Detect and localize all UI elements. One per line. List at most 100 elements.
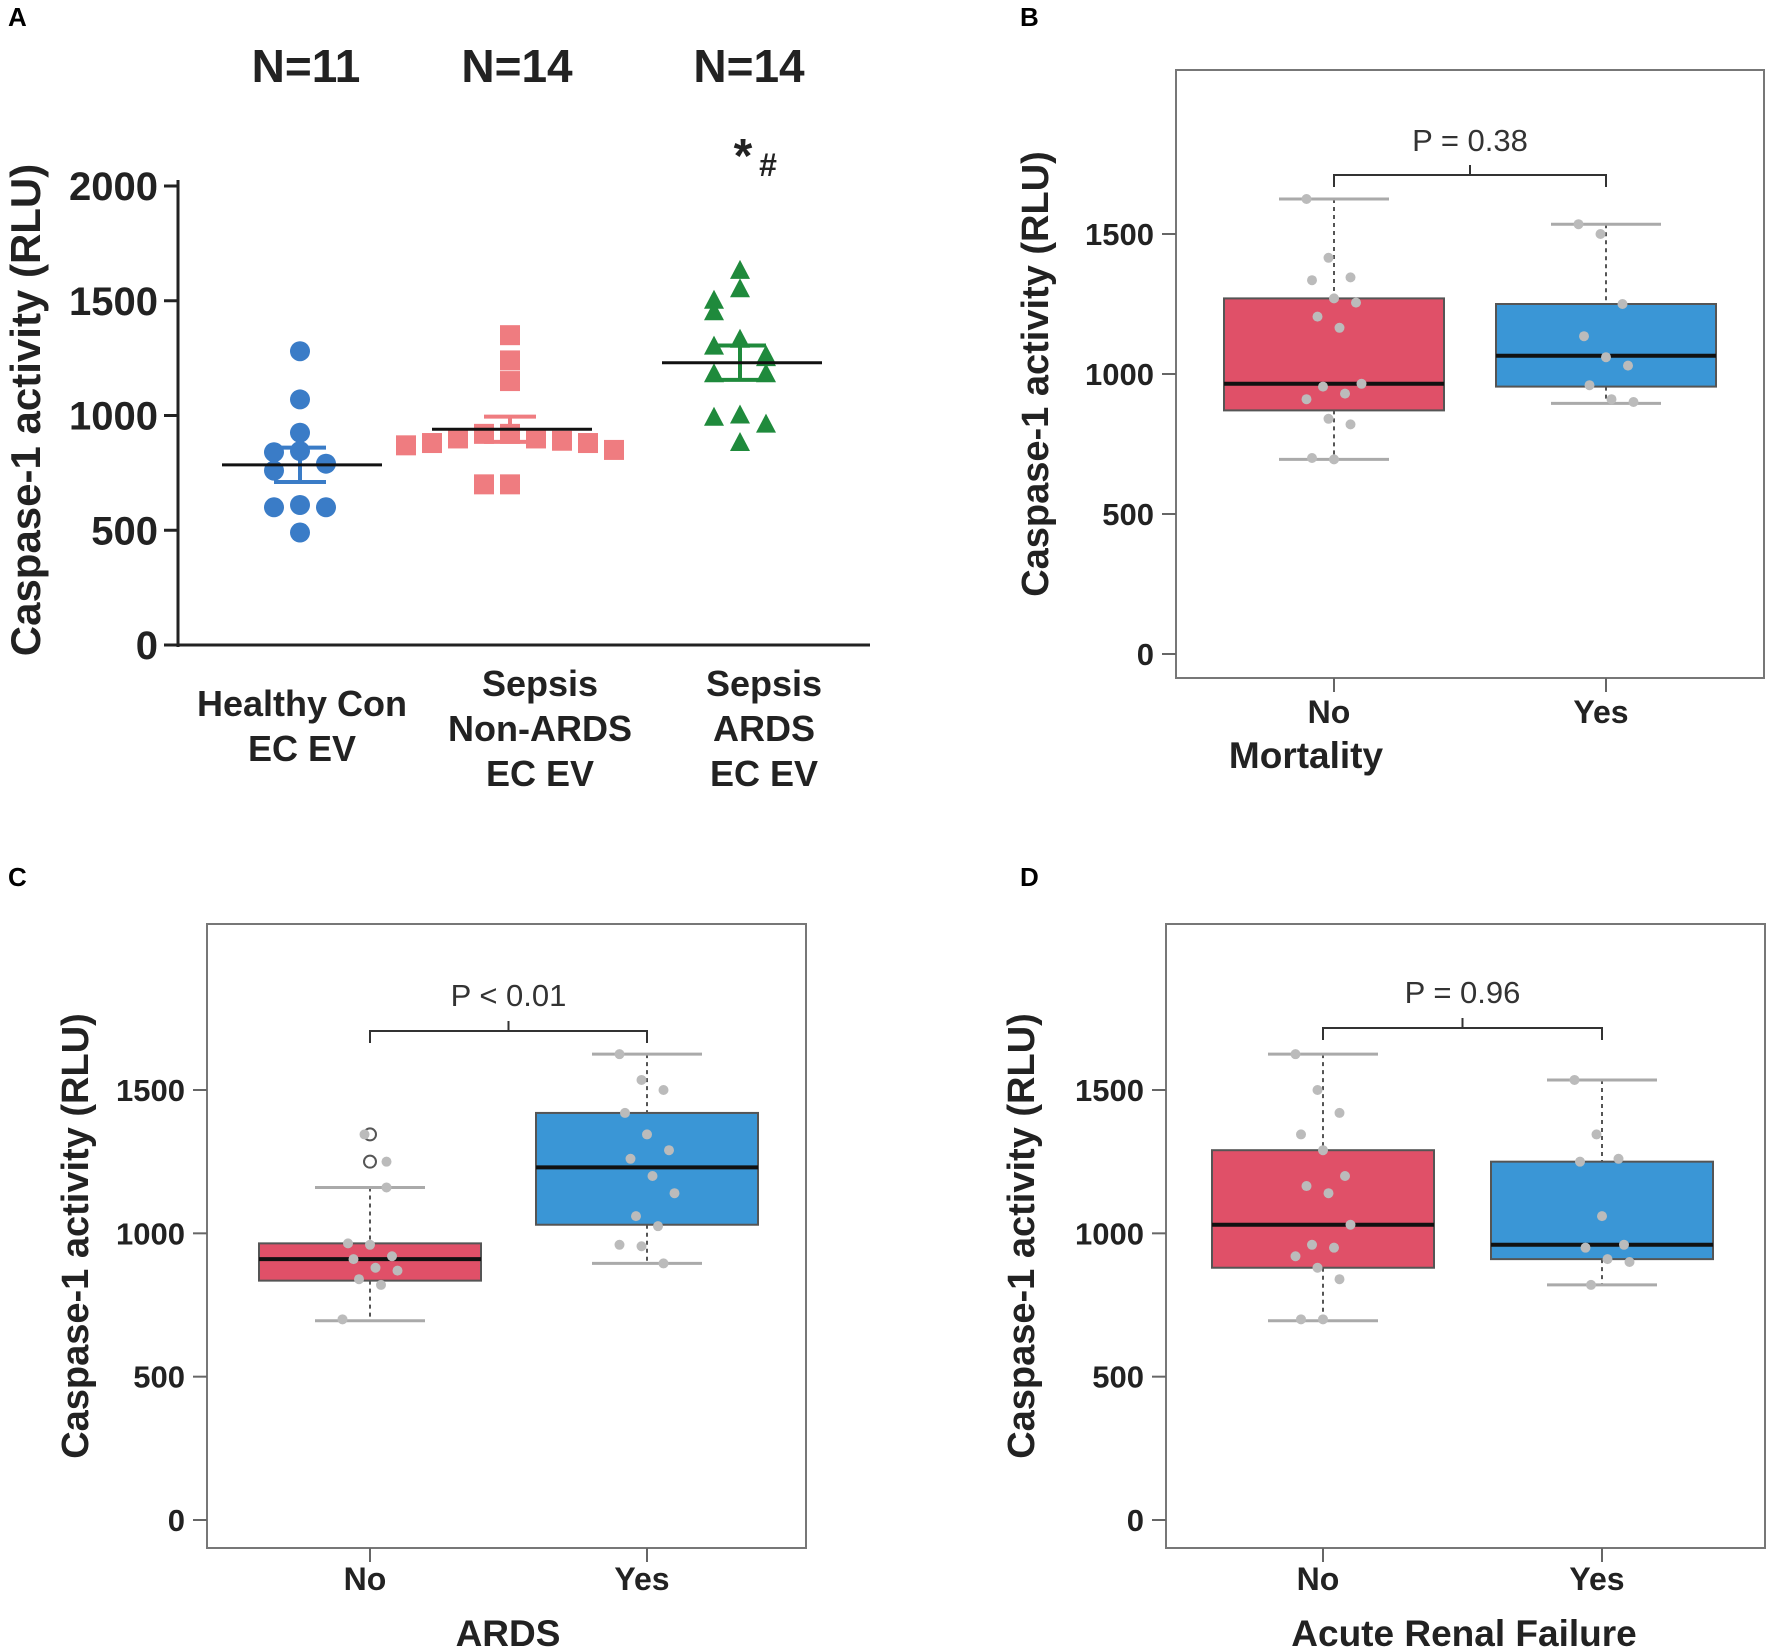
panel-a-y-tick-label: 500	[91, 509, 158, 553]
panel-b-data-point	[1623, 360, 1633, 371]
panel-b-data-point	[1329, 293, 1339, 304]
panel-d-data-point	[1340, 1171, 1350, 1181]
panel-c-y-tick-label: 0	[168, 1503, 185, 1538]
panel-c-xlabel: ARDS	[456, 1613, 561, 1648]
panel-a-significance-star: *	[734, 130, 753, 183]
panel-d-data-point	[1296, 1314, 1306, 1325]
panel-a-data-point	[730, 328, 750, 348]
panel-b-xlabel: Mortality	[1229, 735, 1384, 776]
panel-a-data-point	[500, 371, 520, 392]
panel-c-data-point	[658, 1258, 669, 1269]
panel-d-x-tick-label: Yes	[1569, 1561, 1624, 1597]
panel-a-data-point	[526, 428, 546, 449]
panel-b-data-point	[1318, 381, 1328, 392]
panel-b-data-point	[1301, 194, 1312, 204]
panel-a-x-label: ARDS	[713, 708, 815, 749]
panel-a-data-point	[316, 497, 336, 518]
panel-b-data-point	[1584, 380, 1595, 391]
panel-b-data-point	[1301, 394, 1312, 405]
panel-a-x-label: EC EV	[248, 728, 356, 769]
panel-c-y-tick-label: 1000	[116, 1216, 185, 1251]
panel-a-x-label: Non-ARDS	[448, 708, 632, 749]
panel-d-box	[1211, 1149, 1435, 1269]
panel-b-data-point	[1340, 388, 1350, 399]
panel-c-data-point	[642, 1129, 652, 1140]
panel-c-data-point	[337, 1314, 348, 1325]
panel-c-data-point	[359, 1129, 370, 1140]
panel-c-y-tick-label: 1500	[116, 1073, 185, 1108]
panel-b-y-tick-label: 1000	[1085, 357, 1154, 392]
panel-b-x-tick-label: Yes	[1573, 694, 1628, 730]
panel-d-boxplot: 0 500 1000 1500 Caspase-1 activity (RLU) No Ye…	[1001, 923, 1766, 1648]
panel-c-outlier	[363, 1154, 377, 1169]
panel-b-data-point	[1345, 272, 1356, 283]
panel-c-data-point	[647, 1171, 658, 1181]
panel-b-letter: B	[1020, 2, 1039, 32]
panel-c-boxplot: 0 500 1000 1500 Caspase-1 activity (RLU) No Ye…	[55, 923, 807, 1648]
panel-a-x-label: Healthy Con	[197, 683, 407, 724]
panel-d-data-point	[1580, 1242, 1591, 1253]
panel-a-x-label: EC EV	[486, 753, 594, 794]
panel-d-y-tick-label: 0	[1127, 1503, 1144, 1538]
panel-a-y-tick-label: 2000	[69, 165, 158, 209]
panel-a-letter: A	[8, 2, 27, 32]
panel-d-data-point	[1323, 1188, 1334, 1199]
panel-a-data-point	[604, 439, 624, 460]
panel-c-data-point	[354, 1274, 364, 1285]
panel-a-data-point	[422, 433, 442, 454]
panel-c-plot-frame	[206, 923, 807, 1549]
panel-a-x-label: EC EV	[710, 753, 818, 794]
panel-b-y-tick-label: 1500	[1085, 217, 1154, 252]
panel-a-data-point	[500, 474, 520, 495]
panel-c-data-point	[636, 1241, 647, 1252]
panel-a-data-point	[264, 442, 284, 463]
panel-a-n-label: N=14	[461, 40, 573, 92]
panel-d-plot-frame	[1165, 923, 1766, 1549]
panel-b-data-point	[1573, 219, 1584, 230]
panel-a-data-point	[500, 325, 520, 346]
panel-c-data-point	[653, 1221, 663, 1232]
panel-d-data-point	[1586, 1279, 1596, 1290]
panel-d-data-point	[1318, 1314, 1328, 1325]
panel-a-data-point	[730, 432, 750, 452]
panel-c-data-point	[376, 1279, 386, 1290]
panel-b-data-point	[1617, 299, 1628, 309]
panel-d-data-point	[1307, 1239, 1317, 1250]
panel-d-y-tick-label: 500	[1092, 1360, 1144, 1395]
panel-a-data-point	[290, 495, 310, 516]
panel-a-y-tick-label: 0	[136, 624, 158, 668]
panel-a-data-point	[396, 435, 416, 456]
panel-d-data-point	[1312, 1085, 1323, 1095]
panel-d-data-point	[1329, 1242, 1339, 1253]
panel-d-data-point	[1575, 1156, 1585, 1167]
panel-a-y-tick-label: 1000	[69, 395, 158, 439]
panel-a-data-point	[756, 363, 776, 383]
panel-b-data-point	[1351, 297, 1361, 308]
panel-d-data-point	[1597, 1211, 1607, 1222]
panel-a-data-point	[290, 522, 310, 543]
panel-d-significance-bracket	[1322, 1018, 1603, 1040]
panel-d-data-point	[1318, 1145, 1328, 1156]
panel-a-data-point	[448, 428, 468, 449]
panel-d-x-tick-label: No	[1297, 1561, 1340, 1597]
panel-d-data-point	[1345, 1219, 1356, 1230]
panel-b-box	[1495, 303, 1717, 388]
panel-b-data-point	[1606, 394, 1617, 405]
panel-c-data-point	[658, 1085, 669, 1095]
panel-d-letter: D	[1020, 862, 1039, 892]
panel-c-data-point	[348, 1254, 359, 1265]
panel-a-data-point	[290, 422, 310, 443]
panel-b-data-point	[1323, 413, 1334, 424]
panel-c-p-value: P < 0.01	[451, 978, 567, 1013]
panel-d-data-point	[1312, 1262, 1323, 1273]
panel-d-data-point	[1602, 1254, 1613, 1265]
panel-a-data-point	[704, 289, 724, 309]
panel-d-data-point	[1569, 1074, 1580, 1085]
panel-b-y-tick-label: 0	[1137, 637, 1154, 672]
panel-b-data-point	[1595, 229, 1606, 239]
panel-d-data-point	[1290, 1251, 1301, 1262]
panel-d-data-point	[1591, 1129, 1602, 1140]
panel-c-data-point	[664, 1145, 674, 1156]
panel-c-x-tick-label: Yes	[614, 1561, 669, 1597]
panel-a-y-tick-label: 1500	[69, 280, 158, 324]
